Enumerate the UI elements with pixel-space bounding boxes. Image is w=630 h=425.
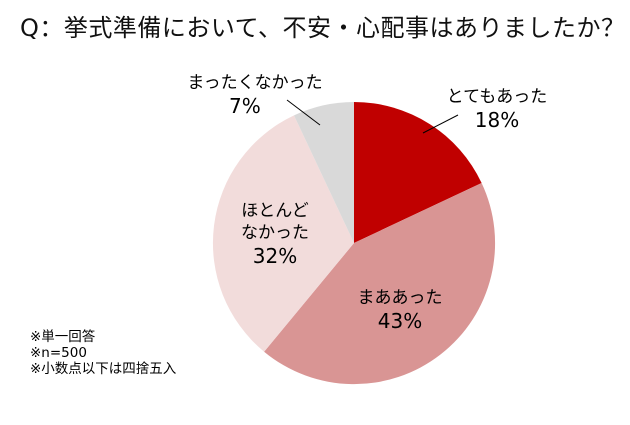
label-very-much: とてもあった 18% [432, 86, 562, 132]
footnotes: ※単一回答 ※n=500 ※小数点以下は四捨五入 [30, 329, 176, 377]
label-somewhat: まああった 43% [340, 287, 460, 333]
note-rounding: ※小数点以下は四捨五入 [30, 361, 177, 377]
label-hardly-name-line1: ほとんど [241, 201, 309, 221]
slice-hardly [212, 115, 354, 352]
label-hardly-name-line2: なかった [241, 223, 309, 243]
label-not-at-all: まったくなかった 7% [180, 72, 330, 118]
slice-very-much [354, 102, 482, 243]
label-hardly: ほとんど なかった 32% [225, 200, 325, 268]
label-hardly-pct: 32% [252, 244, 298, 268]
label-very-much-name: とてもあった [446, 87, 548, 107]
chart-title: Q：挙式準備において、不安・心配事はありましたか？ [20, 14, 626, 42]
slice-somewhat [264, 183, 496, 385]
leader-line-very-much [422, 114, 459, 134]
label-somewhat-name: まああった [357, 288, 443, 308]
note-sample-size: ※n=500 [30, 345, 87, 361]
label-very-much-pct: 18% [474, 108, 520, 132]
label-not-at-all-name: まったくなかった [187, 73, 323, 93]
slice-not-at-all [294, 102, 354, 243]
label-not-at-all-pct: 7% [229, 94, 261, 118]
label-somewhat-pct: 43% [377, 309, 423, 333]
leader-line-not-at-all [286, 99, 321, 126]
note-single-answer: ※単一回答 [30, 329, 96, 345]
